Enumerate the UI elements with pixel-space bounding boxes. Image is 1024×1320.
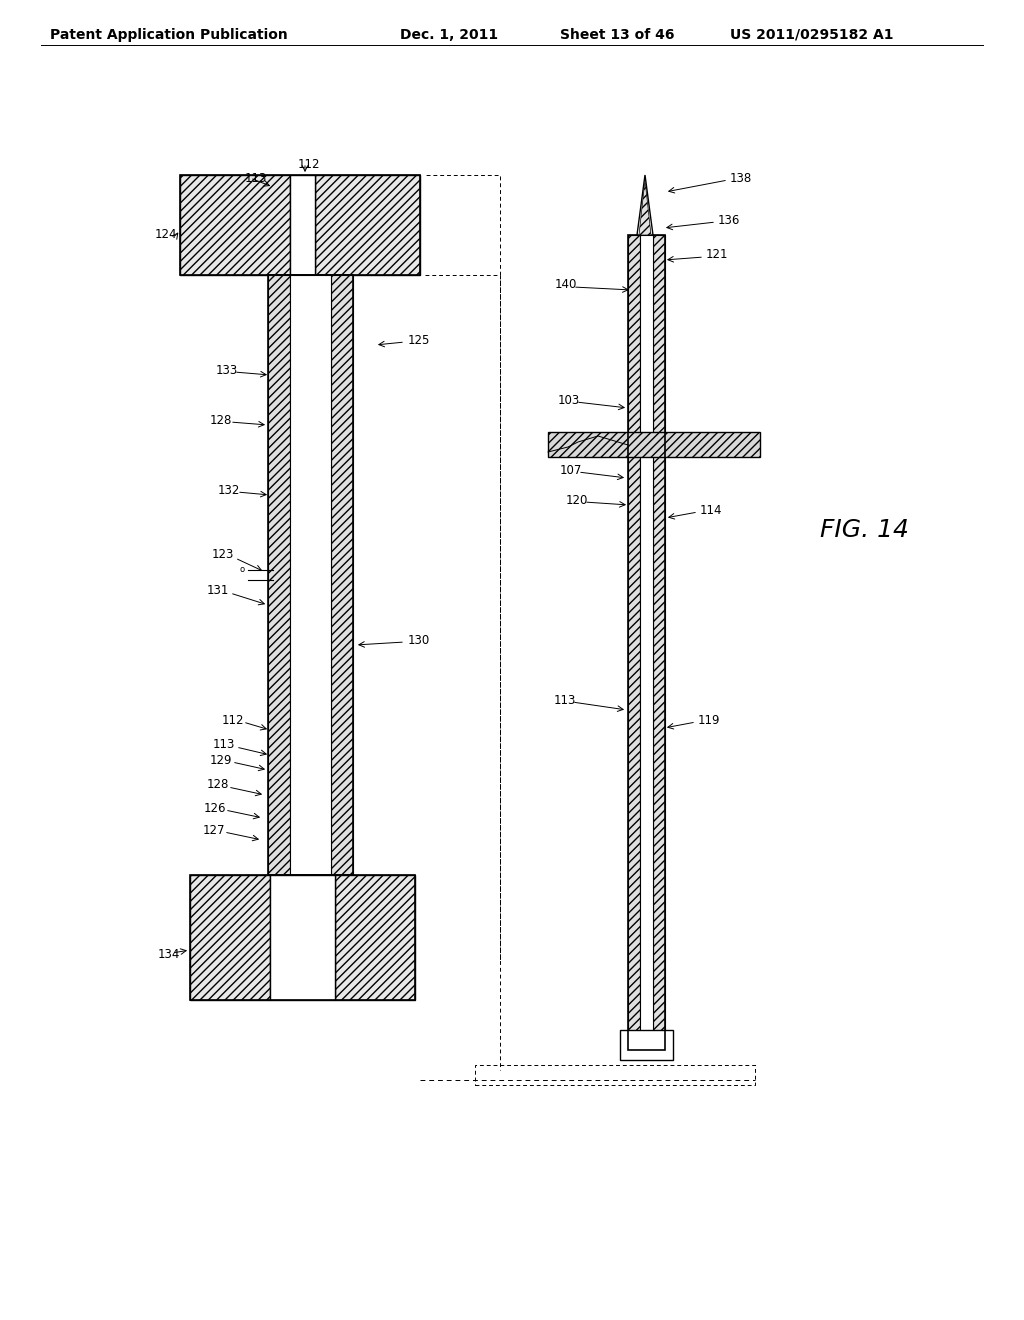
Text: 129: 129 xyxy=(210,754,232,767)
Text: 127: 127 xyxy=(203,824,225,837)
Text: o: o xyxy=(240,565,245,574)
Text: 128: 128 xyxy=(207,779,229,792)
Text: 107: 107 xyxy=(560,463,583,477)
Text: 133: 133 xyxy=(216,363,239,376)
Text: 123: 123 xyxy=(212,549,234,561)
Text: 134: 134 xyxy=(158,949,180,961)
Bar xyxy=(190,875,415,1001)
Text: 119: 119 xyxy=(698,714,721,726)
Bar xyxy=(268,275,290,875)
Bar xyxy=(270,875,335,1001)
Bar xyxy=(620,1030,673,1060)
Text: Sheet 13 of 46: Sheet 13 of 46 xyxy=(560,28,675,42)
Text: 121: 121 xyxy=(706,248,728,261)
Text: FIG. 14: FIG. 14 xyxy=(820,517,909,543)
Text: 125: 125 xyxy=(408,334,430,346)
Text: 103: 103 xyxy=(558,393,581,407)
Bar xyxy=(268,275,353,875)
Bar xyxy=(628,235,665,1049)
Text: 138: 138 xyxy=(730,172,753,185)
Text: 128: 128 xyxy=(210,413,232,426)
Polygon shape xyxy=(637,176,653,235)
Text: 113: 113 xyxy=(245,172,267,185)
Bar xyxy=(290,275,331,875)
Text: Dec. 1, 2011: Dec. 1, 2011 xyxy=(400,28,498,42)
Text: 126: 126 xyxy=(204,801,226,814)
Text: 136: 136 xyxy=(718,214,740,227)
Bar xyxy=(315,176,420,275)
Bar xyxy=(335,875,415,1001)
Bar xyxy=(640,235,653,1049)
Bar xyxy=(653,235,665,1049)
Bar xyxy=(180,176,290,275)
Text: 130: 130 xyxy=(408,634,430,647)
Text: 112: 112 xyxy=(222,714,245,726)
Bar xyxy=(628,235,640,1049)
Text: 132: 132 xyxy=(218,483,241,496)
Text: 113: 113 xyxy=(554,693,577,706)
Bar xyxy=(290,176,315,275)
Bar xyxy=(548,432,760,457)
Text: 120: 120 xyxy=(566,494,589,507)
Bar xyxy=(331,275,353,875)
Text: 131: 131 xyxy=(207,583,229,597)
Bar xyxy=(180,176,420,275)
Polygon shape xyxy=(639,180,651,235)
Text: 113: 113 xyxy=(213,738,236,751)
Text: US 2011/0295182 A1: US 2011/0295182 A1 xyxy=(730,28,894,42)
Text: 112: 112 xyxy=(298,158,321,172)
Text: 114: 114 xyxy=(700,503,723,516)
Text: 124: 124 xyxy=(155,228,177,242)
Text: Patent Application Publication: Patent Application Publication xyxy=(50,28,288,42)
Bar xyxy=(190,875,270,1001)
Text: 140: 140 xyxy=(555,279,578,292)
